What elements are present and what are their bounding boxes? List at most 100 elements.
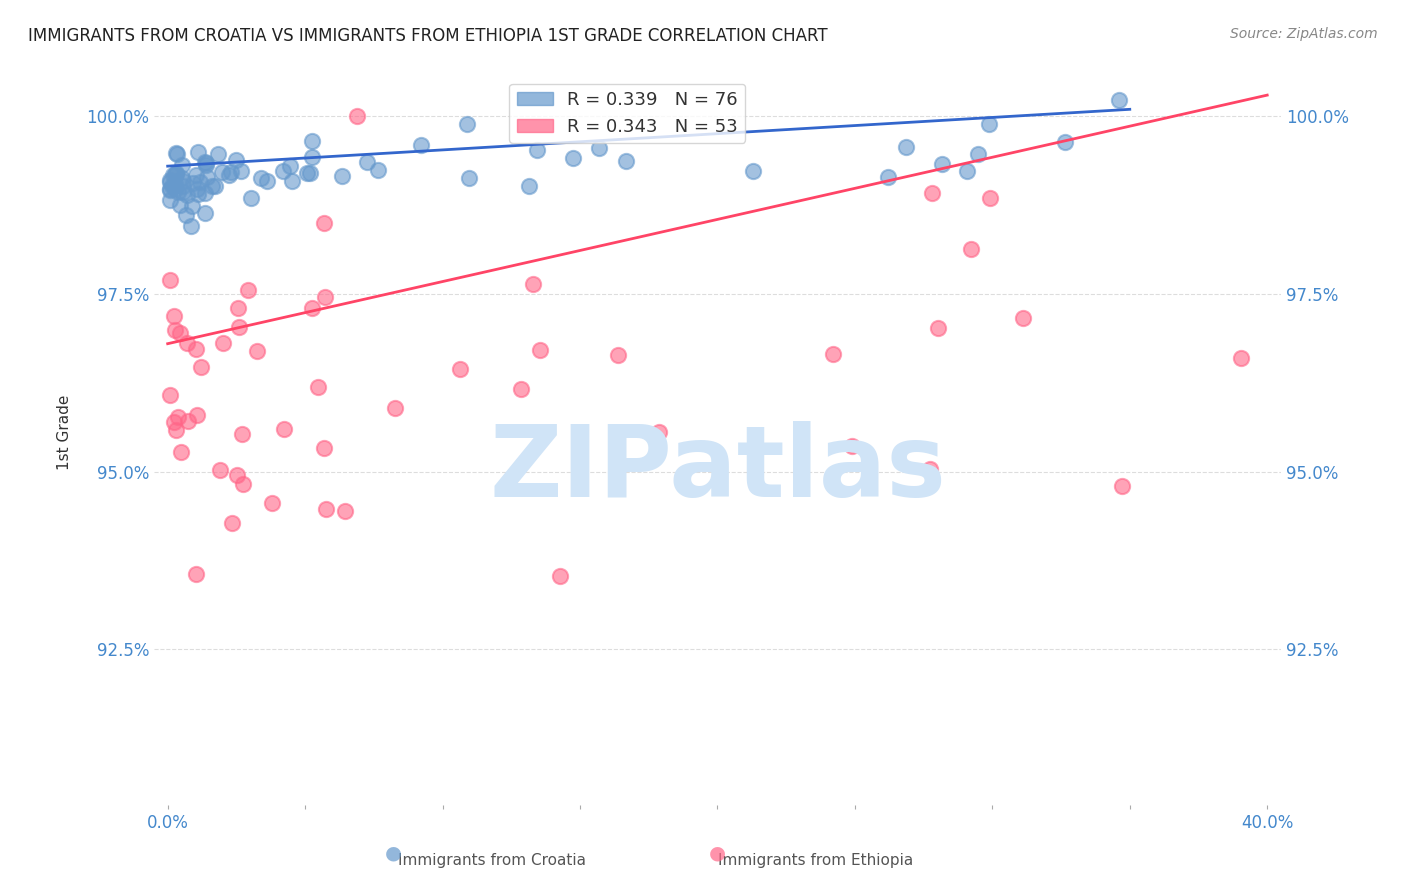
Immigrants from Croatia [458, 170, 481, 185]
Immigrants from Croatia [526, 144, 548, 158]
Immigrants from Ethiopia [335, 504, 357, 518]
Immigrants from Croatia [180, 199, 202, 213]
Immigrants from Croatia [201, 179, 224, 194]
Immigrants from Croatia [159, 182, 181, 196]
Immigrants from Croatia [163, 177, 186, 191]
Immigrants from Croatia [301, 149, 323, 163]
Y-axis label: 1st Grade: 1st Grade [58, 395, 72, 470]
Text: Source: ZipAtlas.com: Source: ZipAtlas.com [1230, 27, 1378, 41]
Immigrants from Croatia [298, 166, 321, 180]
Immigrants from Croatia [896, 140, 918, 154]
Immigrants from Croatia [184, 168, 207, 182]
Immigrants from Ethiopia [979, 191, 1001, 205]
Immigrants from Croatia [159, 183, 181, 197]
Immigrants from Croatia [931, 157, 953, 171]
Immigrants from Ethiopia [163, 415, 186, 429]
Text: Immigrants from Croatia: Immigrants from Croatia [398, 854, 586, 868]
Immigrants from Croatia [211, 165, 233, 179]
Immigrants from Ethiopia [273, 421, 295, 435]
Immigrants from Croatia [163, 182, 186, 196]
Immigrants from Croatia [239, 191, 262, 205]
Immigrants from Ethiopia [226, 301, 249, 315]
Immigrants from Ethiopia [238, 283, 260, 297]
Immigrants from Croatia [231, 164, 253, 178]
Immigrants from Croatia [194, 186, 217, 201]
Immigrants from Ethiopia [920, 462, 942, 476]
Immigrants from Ethiopia [841, 439, 863, 453]
Text: ●: ● [709, 843, 725, 862]
Text: ●: ● [385, 843, 402, 862]
Immigrants from Ethiopia [231, 477, 253, 491]
Immigrants from Ethiopia [225, 468, 247, 483]
Immigrants from Ethiopia [522, 277, 544, 291]
Immigrants from Croatia [301, 134, 323, 148]
Immigrants from Croatia [188, 175, 211, 189]
Immigrants from Croatia [194, 206, 217, 220]
Text: ZIPatlas: ZIPatlas [489, 421, 946, 518]
Immigrants from Croatia [187, 145, 209, 159]
Immigrants from Ethiopia [177, 414, 200, 428]
Immigrants from Croatia [172, 186, 194, 200]
Immigrants from Croatia [165, 146, 187, 161]
Immigrants from Croatia [249, 170, 271, 185]
Immigrants from Croatia [273, 164, 295, 178]
Immigrants from Ethiopia [307, 380, 329, 394]
Immigrants from Croatia [180, 219, 202, 234]
Immigrants from Croatia [225, 153, 247, 168]
Immigrants from Croatia [194, 158, 217, 172]
Immigrants from Ethiopia [959, 243, 981, 257]
Immigrants from Croatia [172, 179, 194, 194]
Immigrants from Croatia [194, 154, 217, 169]
Immigrants from Ethiopia [170, 445, 193, 459]
Immigrants from Ethiopia [186, 408, 208, 422]
Immigrants from Croatia [166, 185, 188, 199]
Immigrants from Ethiopia [208, 463, 231, 477]
Immigrants from Croatia [159, 175, 181, 189]
Immigrants from Croatia [1054, 135, 1077, 149]
Immigrants from Ethiopia [186, 567, 208, 582]
Immigrants from Ethiopia [190, 359, 212, 374]
Immigrants from Ethiopia [221, 516, 243, 530]
Immigrants from Ethiopia [648, 425, 671, 440]
Immigrants from Ethiopia [921, 186, 943, 201]
Immigrants from Ethiopia [312, 216, 335, 230]
Immigrants from Croatia [176, 187, 198, 202]
Immigrants from Croatia [170, 171, 193, 186]
Immigrants from Ethiopia [165, 424, 187, 438]
Immigrants from Croatia [219, 164, 242, 178]
Immigrants from Croatia [195, 170, 218, 185]
Legend: R = 0.339   N = 76, R = 0.343   N = 53: R = 0.339 N = 76, R = 0.343 N = 53 [509, 84, 745, 143]
Immigrants from Croatia [741, 164, 763, 178]
Immigrants from Ethiopia [529, 343, 551, 357]
Immigrants from Ethiopia [246, 344, 269, 359]
Immigrants from Ethiopia [1012, 310, 1035, 325]
Immigrants from Ethiopia [159, 388, 181, 402]
Immigrants from Croatia [181, 177, 204, 191]
Immigrants from Croatia [614, 154, 637, 169]
Immigrants from Croatia [165, 167, 187, 181]
Immigrants from Croatia [172, 174, 194, 188]
Immigrants from Croatia [160, 179, 183, 194]
Immigrants from Ethiopia [449, 362, 471, 376]
Immigrants from Ethiopia [1111, 479, 1133, 493]
Text: Immigrants from Ethiopia: Immigrants from Ethiopia [718, 854, 912, 868]
Immigrants from Croatia [517, 178, 540, 193]
Immigrants from Ethiopia [159, 273, 181, 287]
Immigrants from Ethiopia [176, 335, 198, 350]
Immigrants from Croatia [278, 159, 301, 173]
Immigrants from Ethiopia [1230, 351, 1253, 365]
Immigrants from Croatia [562, 151, 585, 165]
Immigrants from Croatia [159, 173, 181, 187]
Immigrants from Croatia [165, 166, 187, 180]
Text: IMMIGRANTS FROM CROATIA VS IMMIGRANTS FROM ETHIOPIA 1ST GRADE CORRELATION CHART: IMMIGRANTS FROM CROATIA VS IMMIGRANTS FR… [28, 27, 828, 45]
Immigrants from Croatia [411, 137, 433, 152]
Immigrants from Ethiopia [607, 348, 630, 362]
Immigrants from Ethiopia [312, 441, 335, 455]
Immigrants from Ethiopia [301, 301, 323, 316]
Immigrants from Ethiopia [821, 347, 844, 361]
Immigrants from Croatia [588, 141, 610, 155]
Immigrants from Ethiopia [927, 321, 949, 335]
Immigrants from Ethiopia [314, 290, 336, 304]
Immigrants from Croatia [207, 147, 229, 161]
Immigrants from Ethiopia [315, 502, 337, 516]
